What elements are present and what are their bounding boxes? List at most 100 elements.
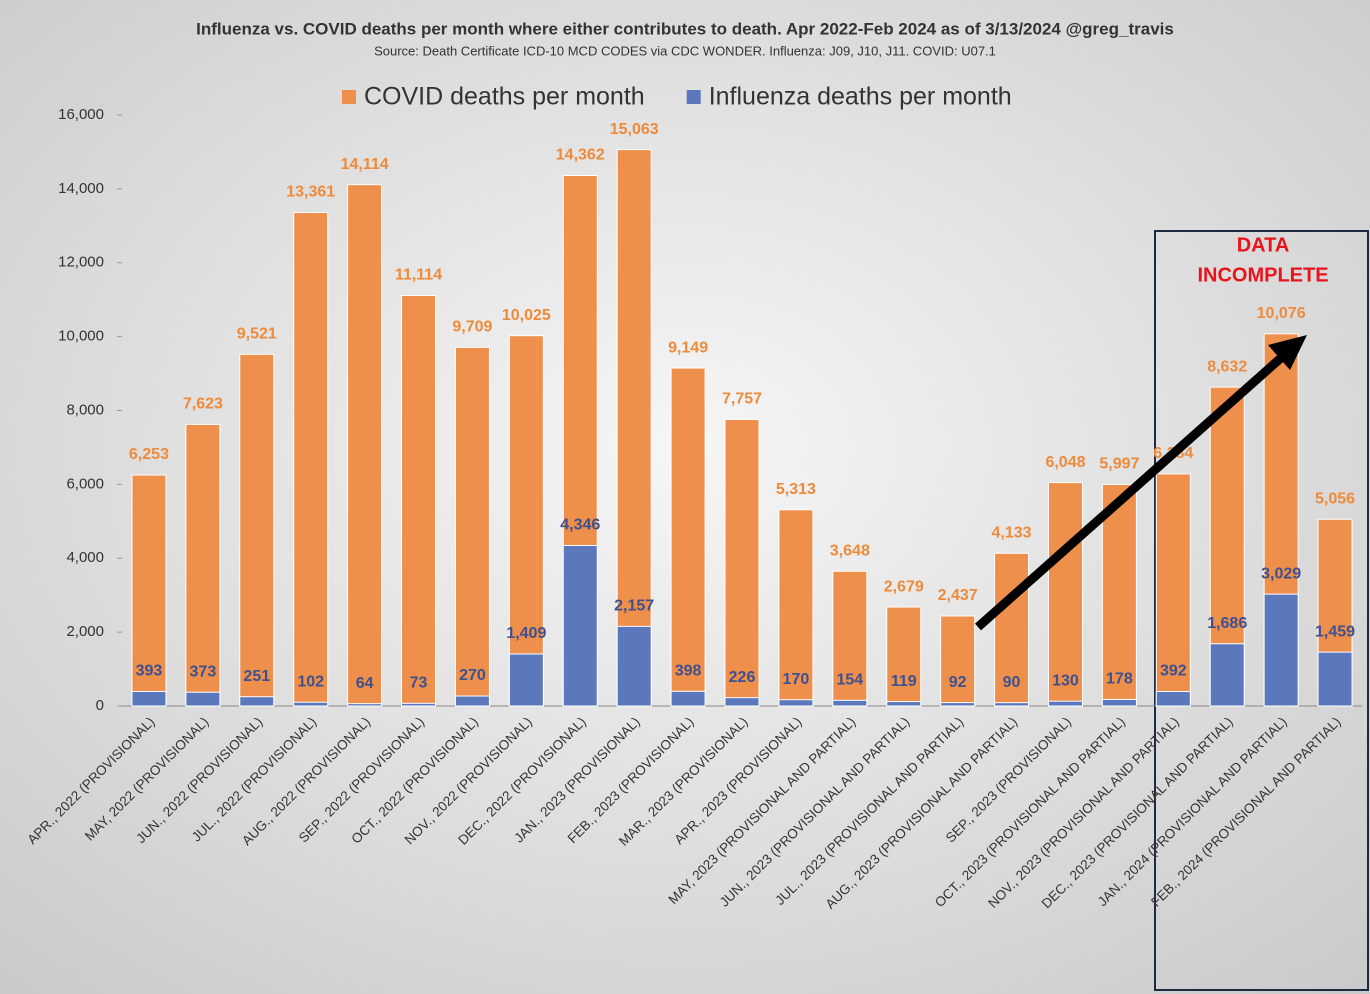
data-label: 92 xyxy=(949,674,967,691)
bar xyxy=(401,294,437,707)
bar xyxy=(886,606,922,707)
data-label: 2,157 xyxy=(614,598,654,615)
data-label: 14,114 xyxy=(341,156,389,173)
bar xyxy=(293,211,329,707)
bar xyxy=(239,696,275,707)
data-label: 373 xyxy=(190,663,217,680)
legend-swatch xyxy=(686,90,701,104)
data-label: 4,133 xyxy=(992,525,1032,542)
bar xyxy=(1317,651,1353,707)
data-label: 6,253 xyxy=(129,446,169,463)
arrow-head xyxy=(1268,335,1307,370)
bar xyxy=(347,703,383,707)
data-label: 73 xyxy=(410,675,428,692)
bar xyxy=(131,474,167,707)
y-tick-label: 14,000 xyxy=(58,180,104,197)
bar xyxy=(832,699,868,707)
y-tick-label: 6,000 xyxy=(66,475,104,492)
data-label: 3,029 xyxy=(1261,565,1301,582)
bar xyxy=(940,702,976,707)
data-label: 5,997 xyxy=(1099,456,1139,473)
data-label: 7,757 xyxy=(722,391,762,408)
bar xyxy=(131,690,167,707)
data-label: 2,679 xyxy=(884,578,924,595)
y-tick-label: 4,000 xyxy=(66,549,104,566)
data-label: 392 xyxy=(1160,663,1187,680)
bar xyxy=(562,544,598,707)
data-label: 10,076 xyxy=(1257,305,1306,322)
data-label: 9,521 xyxy=(237,326,277,343)
data-label: 5,313 xyxy=(776,481,816,498)
chart-title: Influenza vs. COVID deaths per month whe… xyxy=(196,19,1174,38)
data-label: 170 xyxy=(783,671,810,688)
bar xyxy=(185,691,221,707)
data-label: 10,025 xyxy=(502,307,551,324)
bar xyxy=(724,697,760,707)
data-label: 90 xyxy=(1003,674,1021,691)
bar xyxy=(1101,698,1137,707)
bar xyxy=(778,699,814,707)
bar xyxy=(1047,700,1083,707)
data-label: 15,063 xyxy=(610,121,659,138)
y-tick-label: 16,000 xyxy=(58,106,104,123)
data-label: 4,346 xyxy=(560,517,600,534)
bar xyxy=(670,367,706,707)
annotation: INCOMPLETE xyxy=(1197,264,1328,286)
data-label: 178 xyxy=(1106,671,1133,688)
data-label: 14,362 xyxy=(556,147,605,164)
data-label: 398 xyxy=(675,663,702,680)
y-tick-label: 10,000 xyxy=(58,328,104,345)
bar xyxy=(454,695,490,707)
annotation: DATA xyxy=(1237,234,1290,256)
data-label: 6,048 xyxy=(1045,454,1085,471)
bar xyxy=(832,570,868,707)
data-label: 119 xyxy=(891,673,917,690)
data-label: 393 xyxy=(136,663,163,680)
legend-label: COVID deaths per month xyxy=(364,83,645,111)
bar xyxy=(454,346,490,707)
bar xyxy=(616,149,652,707)
bar xyxy=(1263,593,1299,707)
bar xyxy=(508,335,544,707)
data-label: 7,623 xyxy=(183,396,223,413)
data-label: 154 xyxy=(836,672,863,689)
bar xyxy=(401,702,437,707)
data-label: 226 xyxy=(729,669,756,686)
legend-swatch xyxy=(342,90,356,104)
data-label: 13,361 xyxy=(286,184,335,201)
data-label: 11,114 xyxy=(395,267,442,284)
data-label: 1,409 xyxy=(506,625,546,642)
y-tick-label: 12,000 xyxy=(58,254,104,271)
bar xyxy=(1155,473,1191,707)
bar xyxy=(940,615,976,707)
data-label: 9,149 xyxy=(668,339,708,356)
y-tick-label: 0 xyxy=(96,697,104,714)
legend-label: Influenza deaths per month xyxy=(709,83,1012,111)
bar xyxy=(616,625,652,707)
data-label: 1,686 xyxy=(1207,615,1247,632)
bar xyxy=(293,701,329,707)
data-label: 64 xyxy=(356,675,374,692)
data-label: 8,632 xyxy=(1207,358,1247,375)
y-tick-label: 2,000 xyxy=(66,623,104,640)
data-label: 102 xyxy=(297,673,324,690)
bar xyxy=(886,701,922,707)
data-label: 3,648 xyxy=(830,542,870,559)
data-label: 2,437 xyxy=(938,587,978,604)
bar xyxy=(239,353,275,707)
bar xyxy=(994,702,1030,707)
data-label: 9,709 xyxy=(452,319,492,336)
chart-subtitle: Source: Death Certificate ICD-10 MCD COD… xyxy=(374,43,996,58)
bar xyxy=(1155,691,1191,707)
bar xyxy=(347,184,383,707)
data-label: 1,459 xyxy=(1315,623,1355,640)
incomplete-box xyxy=(1154,230,1369,991)
overlay: DATA INCOMPLETE xyxy=(975,234,1329,631)
data-label: 270 xyxy=(459,667,486,684)
bar xyxy=(508,653,544,707)
data-label: 5,056 xyxy=(1315,490,1355,507)
y-tick-label: 8,000 xyxy=(66,401,104,418)
data-label: 130 xyxy=(1052,672,1079,689)
bar xyxy=(670,690,706,707)
bar xyxy=(724,418,760,707)
